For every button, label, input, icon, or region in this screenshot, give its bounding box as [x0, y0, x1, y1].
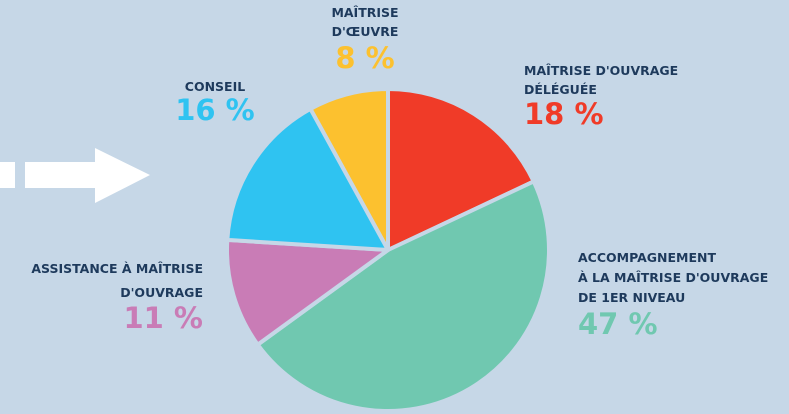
pie-slice	[225, 237, 390, 347]
slice-label: MAÎTRISE D'OUVRAGE	[524, 63, 678, 78]
slice-label: CONSEIL	[185, 79, 245, 94]
slice-value: 47 %	[578, 307, 658, 341]
slice-label: ACCOMPAGNEMENT	[578, 250, 716, 265]
slice-value: 16 %	[175, 93, 255, 127]
slice-label: À LA MAÎTRISE D'OUVRAGE	[578, 270, 768, 285]
arrow	[0, 148, 150, 203]
slice-value: 18 %	[524, 97, 604, 131]
arrow-head	[25, 148, 150, 203]
slice-label: D'ŒUVRE	[332, 24, 399, 39]
arrow-tail	[0, 162, 15, 188]
pie-slice	[255, 179, 551, 413]
slice-label: DÉLÉGUÉE	[524, 82, 597, 97]
slice-value: 8 %	[335, 41, 394, 75]
slice-label: MAÎTRISE	[331, 5, 398, 20]
slice-label: D'OUVRAGE	[120, 285, 203, 300]
slice-label: ASSISTANCE À MAÎTRISE	[31, 261, 203, 276]
pie-slice	[225, 106, 390, 252]
slice-value: 11 %	[123, 301, 203, 335]
pie-slice	[386, 87, 536, 252]
slice-label: DE 1ER NIVEAU	[578, 290, 685, 305]
